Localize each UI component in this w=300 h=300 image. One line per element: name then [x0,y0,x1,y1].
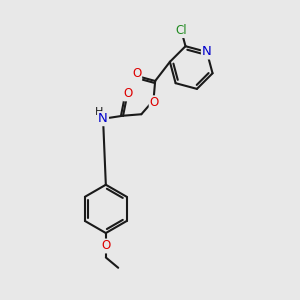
Text: H: H [95,107,104,117]
Text: O: O [101,239,110,253]
Text: N: N [98,112,108,125]
Text: O: O [150,96,159,109]
Text: O: O [132,67,141,80]
Text: O: O [124,87,133,101]
Text: N: N [202,45,212,58]
Text: Cl: Cl [176,24,187,37]
